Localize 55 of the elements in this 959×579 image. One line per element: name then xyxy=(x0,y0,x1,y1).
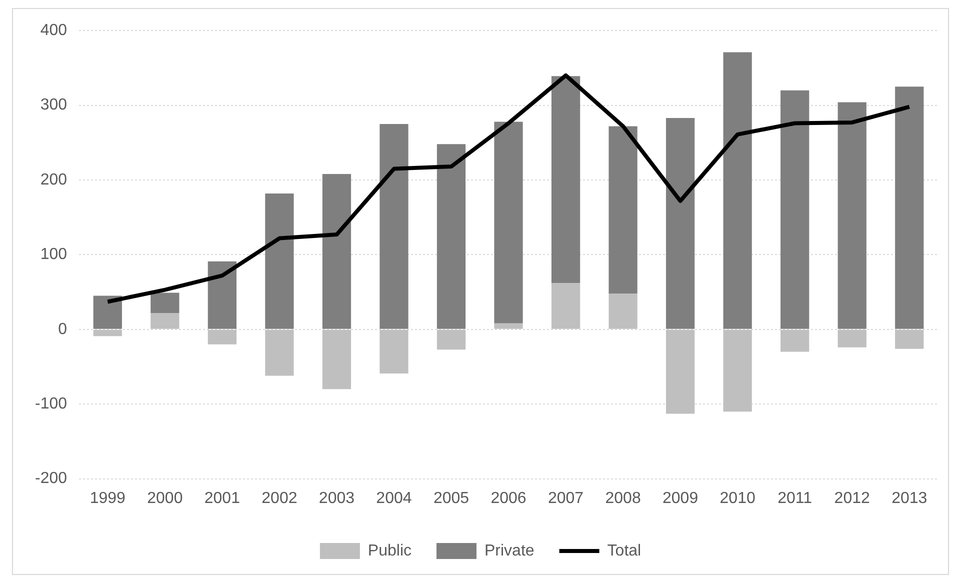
x-tick-label: 2013 xyxy=(892,490,928,507)
bar xyxy=(666,118,695,329)
x-tick-label: 2002 xyxy=(262,490,298,507)
x-tick-label: 2006 xyxy=(490,490,526,507)
legend-label: Private xyxy=(484,542,534,560)
bar xyxy=(93,330,122,336)
y-tick-label: 200 xyxy=(40,171,68,188)
x-tick-label: 2008 xyxy=(605,490,641,507)
x-tick-label: 1999 xyxy=(90,490,126,507)
x-tick-label: 2009 xyxy=(662,490,698,507)
bar xyxy=(494,323,523,329)
bar xyxy=(895,330,924,349)
bar xyxy=(608,294,638,329)
x-tick-label: 2005 xyxy=(433,490,470,507)
bar xyxy=(265,193,294,329)
bar xyxy=(265,330,294,376)
bar xyxy=(666,330,695,414)
bar xyxy=(780,330,810,352)
x-tick-label: 2004 xyxy=(376,490,412,507)
y-tick-label: 0 xyxy=(58,320,68,338)
bar xyxy=(322,174,352,329)
x-tick-label: 2007 xyxy=(548,490,584,507)
y-tick-label: -200 xyxy=(34,470,68,488)
bar xyxy=(150,292,180,313)
bar xyxy=(380,124,408,329)
bar xyxy=(150,312,180,329)
bar xyxy=(838,330,866,348)
y-tick-label: 300 xyxy=(40,96,68,114)
bar xyxy=(436,330,466,350)
x-tick-label: 2012 xyxy=(834,490,870,507)
x-tick-label: 2003 xyxy=(318,490,355,507)
bar xyxy=(895,86,924,329)
bar xyxy=(723,52,752,329)
bar xyxy=(380,330,408,374)
y-tick-label: 400 xyxy=(40,22,68,40)
x-tick-label: 2000 xyxy=(147,490,183,507)
x-tick-label: 2001 xyxy=(204,490,240,507)
bar xyxy=(208,330,237,344)
y-tick-label: 100 xyxy=(40,246,68,264)
bar xyxy=(208,261,237,329)
bar xyxy=(494,122,523,324)
bar xyxy=(436,144,466,329)
bar xyxy=(322,330,352,390)
bar xyxy=(93,296,122,329)
bar xyxy=(608,126,638,294)
bar xyxy=(780,90,810,329)
legend-label: Public xyxy=(368,542,412,560)
legend-label: Total xyxy=(607,542,642,560)
x-tick-label: 2010 xyxy=(720,490,756,507)
bar xyxy=(723,330,752,412)
bar xyxy=(551,76,580,284)
bar xyxy=(551,283,580,329)
bar xyxy=(838,102,866,329)
x-tick-label: 2011 xyxy=(778,490,812,507)
y-tick-label: -100 xyxy=(34,396,68,413)
